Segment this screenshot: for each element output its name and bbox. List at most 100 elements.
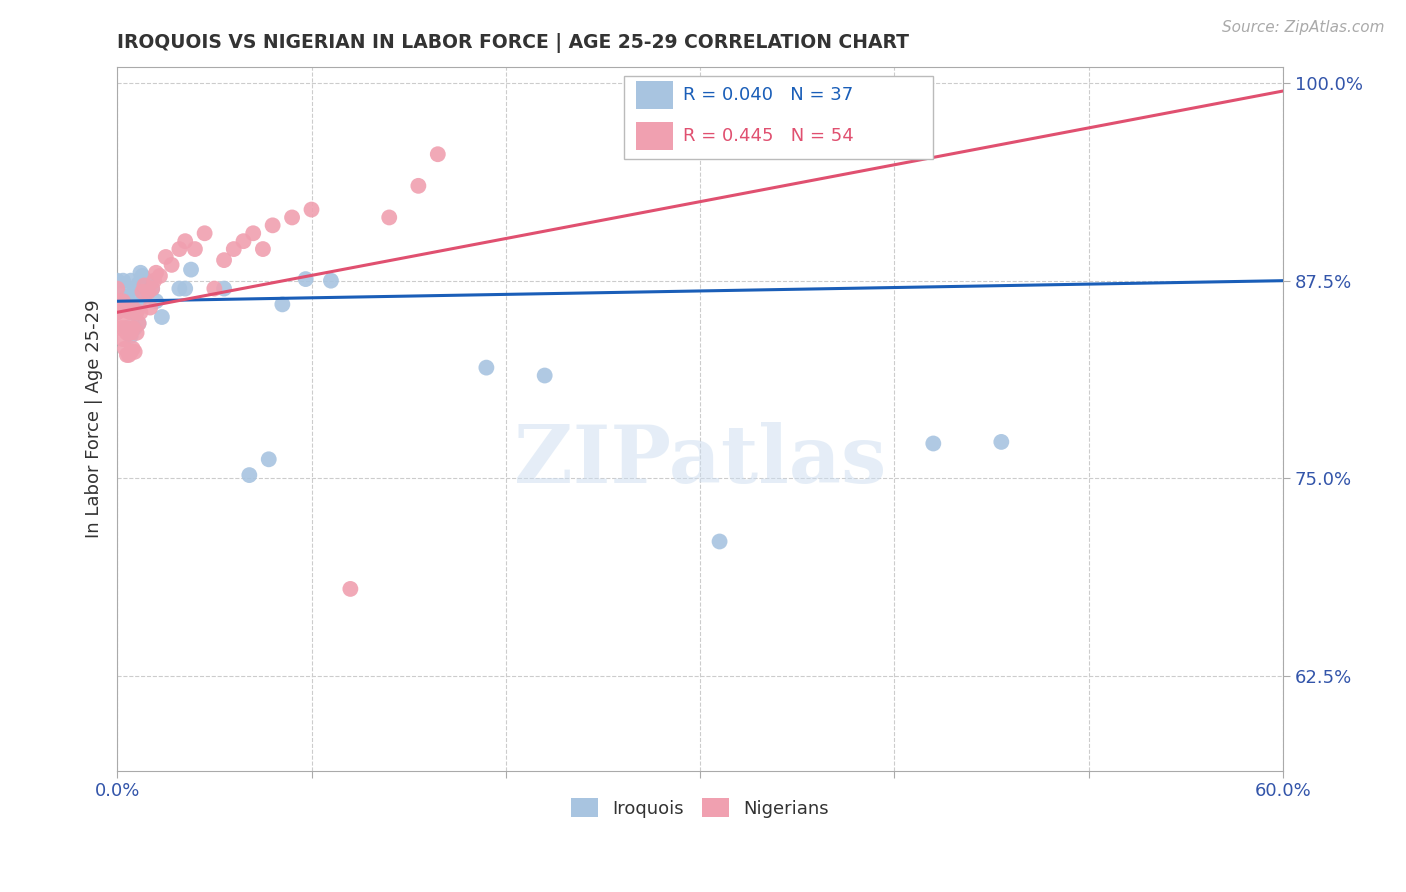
Point [134, 289, 156, 303]
Text: ZIPatlas: ZIPatlas [515, 422, 886, 500]
Point [124, 321, 146, 335]
Text: R = 0.040   N = 37: R = 0.040 N = 37 [683, 86, 853, 103]
Point [128, 277, 150, 291]
Point [990, 434, 1012, 449]
Text: IROQUOIS VS NIGERIAN IN LABOR FORCE | AGE 25-29 CORRELATION CHART: IROQUOIS VS NIGERIAN IN LABOR FORCE | AG… [117, 33, 910, 53]
Point [120, 329, 142, 343]
Text: R = 0.445   N = 54: R = 0.445 N = 54 [683, 128, 853, 145]
Point [111, 274, 134, 288]
Point [124, 301, 146, 315]
Point [141, 282, 163, 296]
Point [262, 219, 284, 233]
Point [212, 253, 235, 268]
Point [145, 294, 167, 309]
Point [232, 234, 254, 248]
Bar [636, 122, 673, 150]
Point [111, 294, 134, 309]
Point [128, 317, 150, 331]
Legend: Iroquois, Nigerians: Iroquois, Nigerians [564, 791, 837, 825]
Point [111, 332, 134, 346]
Point [194, 226, 217, 240]
Point [160, 258, 183, 272]
Point [180, 262, 202, 277]
Text: Source: ZipAtlas.com: Source: ZipAtlas.com [1222, 20, 1385, 35]
Point [252, 242, 274, 256]
Point [129, 305, 152, 319]
Point [202, 282, 225, 296]
Point [111, 313, 134, 327]
Point [378, 211, 401, 225]
Point [271, 297, 294, 311]
Point [121, 342, 143, 356]
Point [242, 226, 264, 240]
Point [319, 274, 342, 288]
Point [134, 278, 156, 293]
Point [149, 268, 172, 283]
Point [120, 289, 142, 303]
Point [709, 534, 731, 549]
Point [118, 348, 141, 362]
Point [125, 305, 148, 319]
Point [114, 321, 136, 335]
Point [426, 147, 449, 161]
Bar [636, 80, 673, 109]
Point [115, 303, 138, 318]
Point [174, 234, 197, 248]
Point [110, 301, 132, 315]
Point [105, 305, 128, 319]
Point [301, 202, 323, 217]
Point [257, 452, 280, 467]
Y-axis label: In Labor Force | Age 25-29: In Labor Force | Age 25-29 [86, 300, 103, 538]
Point [120, 305, 142, 319]
Point [339, 582, 361, 596]
Point [408, 178, 430, 193]
Point [118, 326, 141, 340]
Point [114, 342, 136, 356]
Point [121, 301, 143, 315]
Point [143, 274, 166, 288]
Point [120, 326, 142, 340]
Point [115, 321, 138, 335]
Point [111, 282, 134, 296]
Point [475, 360, 498, 375]
Point [114, 301, 136, 315]
Point [222, 242, 245, 256]
Point [105, 282, 128, 296]
Point [533, 368, 555, 383]
Point [124, 344, 146, 359]
Point [150, 310, 173, 324]
Point [212, 282, 235, 296]
Point [922, 436, 945, 450]
Point [281, 211, 304, 225]
Point [120, 305, 142, 319]
Point [131, 268, 153, 283]
Point [136, 285, 159, 299]
Point [125, 326, 148, 340]
Point [120, 344, 142, 359]
Point [120, 274, 142, 288]
Point [139, 301, 162, 315]
Point [294, 272, 316, 286]
Point [105, 274, 128, 288]
Point [105, 305, 128, 319]
Point [110, 321, 132, 335]
Point [115, 348, 138, 362]
Point [184, 242, 207, 256]
FancyBboxPatch shape [624, 76, 934, 159]
Point [238, 468, 260, 483]
Point [128, 297, 150, 311]
Point [141, 282, 163, 296]
Point [128, 317, 150, 331]
Point [121, 321, 143, 335]
Point [124, 282, 146, 296]
Point [174, 282, 197, 296]
Point [145, 266, 167, 280]
Point [108, 294, 131, 309]
Point [169, 282, 191, 296]
Point [115, 326, 138, 340]
Point [115, 289, 138, 303]
Point [131, 285, 153, 299]
Point [129, 266, 152, 280]
Point [169, 242, 191, 256]
Point [135, 274, 157, 288]
